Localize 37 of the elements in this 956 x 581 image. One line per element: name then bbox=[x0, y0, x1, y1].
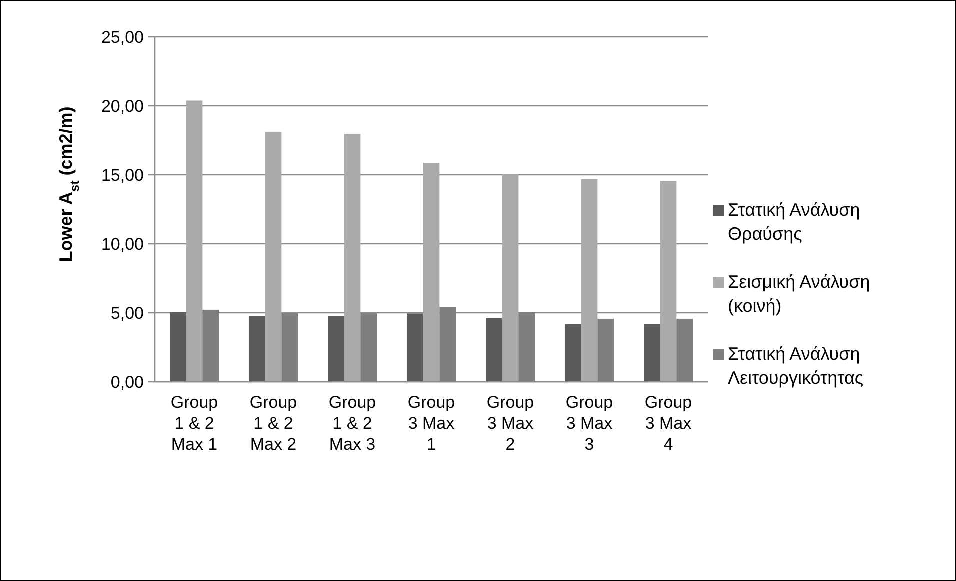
x-tick-label: Group 1 & 2 Max 1 bbox=[170, 393, 218, 454]
legend-label: Στατική Ανάλυση Λειτουργικότητας bbox=[728, 344, 864, 388]
bar bbox=[249, 316, 266, 382]
bar bbox=[598, 318, 614, 382]
x-tick-label: Group 3 Max 3 bbox=[566, 393, 614, 454]
y-tick-label: 20,00 bbox=[101, 96, 144, 116]
legend-label: Στατική Ανάλυση Θραύσης bbox=[728, 200, 860, 244]
x-tick-label: Group 3 Max 2 bbox=[486, 393, 534, 454]
bar bbox=[282, 313, 298, 382]
bar bbox=[328, 316, 344, 382]
bar bbox=[360, 313, 377, 382]
bar bbox=[170, 312, 186, 382]
bar bbox=[423, 162, 440, 382]
bar bbox=[407, 314, 424, 382]
bar bbox=[265, 132, 282, 382]
y-tick-label: 0,00 bbox=[110, 372, 144, 392]
bar bbox=[581, 179, 598, 382]
x-tick-label: Group 3 Max 4 bbox=[644, 393, 692, 454]
bar bbox=[676, 318, 693, 382]
y-tick-label: 15,00 bbox=[101, 166, 144, 185]
y-tick-label: 25,00 bbox=[101, 28, 144, 47]
bar bbox=[186, 100, 203, 382]
bar bbox=[486, 318, 502, 382]
x-tick-label: Group 3 Max 1 bbox=[408, 393, 456, 454]
bar bbox=[518, 312, 535, 382]
bar bbox=[440, 307, 456, 382]
bar bbox=[644, 324, 660, 382]
y-tick-label: 5,00 bbox=[110, 304, 144, 323]
y-tick-label: 10,00 bbox=[101, 234, 144, 254]
bar bbox=[344, 134, 361, 382]
legend-label: Σεισμική Ανάλυση (κοινή) bbox=[728, 272, 870, 316]
bar bbox=[502, 174, 519, 382]
x-tick-label: Group 1 & 2 Max 2 bbox=[250, 393, 298, 454]
bar bbox=[660, 181, 677, 382]
bar bbox=[202, 310, 219, 382]
x-tick-label: Group 1 & 2 Max 3 bbox=[328, 393, 376, 454]
bar bbox=[565, 324, 582, 382]
